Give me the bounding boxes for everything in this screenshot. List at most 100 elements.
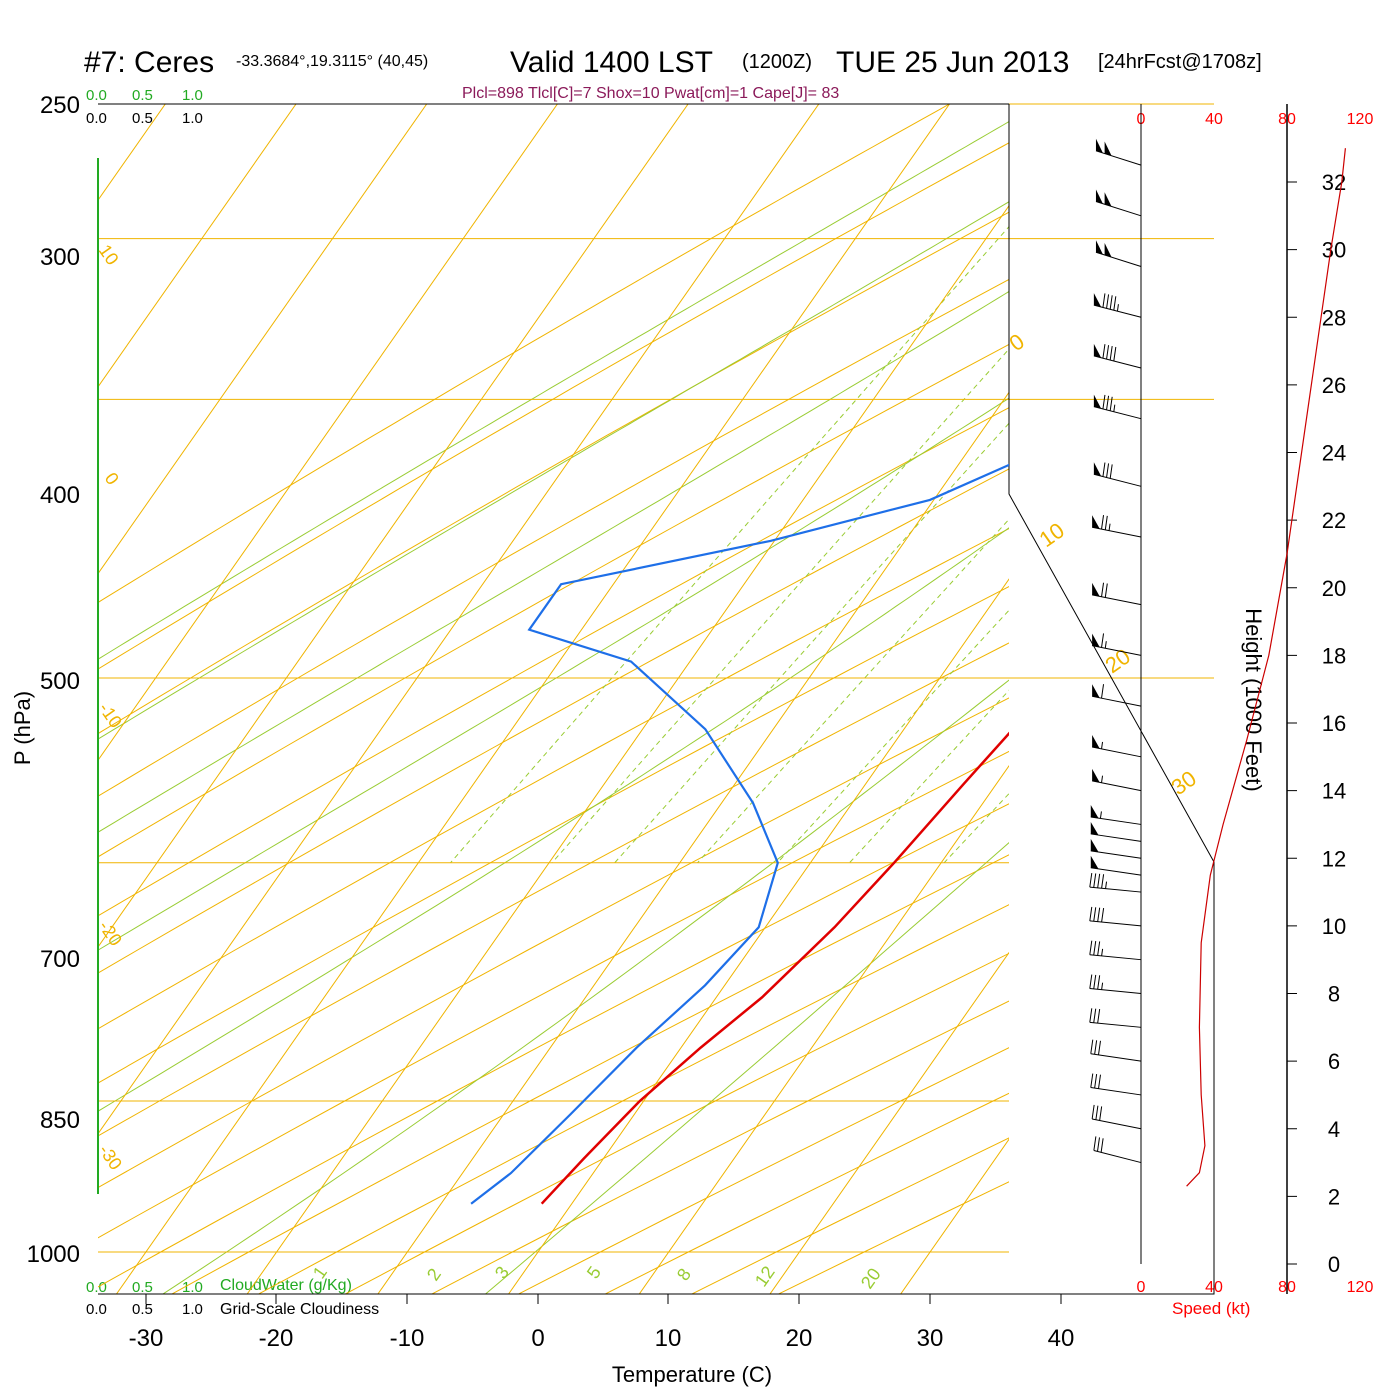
pressure-tick: 700 (40, 946, 80, 973)
wind-barb-feather (1093, 974, 1097, 989)
wind-barb (1093, 343, 1142, 369)
temp-tick: 20 (786, 1325, 813, 1352)
cloudiness-tick: 0.5 (132, 110, 153, 127)
forecast-label: [24hrFcst@1708z] (1098, 51, 1262, 73)
wind-barb (1090, 821, 1142, 842)
speed-tick: 120 (1347, 1279, 1374, 1296)
isotherm-line (98, 104, 559, 762)
wind-barb-pennant (1090, 821, 1099, 836)
pressure-tick: 850 (40, 1107, 80, 1134)
isotherm-line (769, 951, 1009, 1294)
wind-barb-feather (1093, 941, 1097, 956)
dry-adiabat-line (98, 527, 1009, 1030)
temperature-ticks (145, 1294, 1062, 1304)
pressure-tick: 1000 (27, 1241, 80, 1268)
wind-barb-staff (1093, 473, 1142, 487)
wind-barb-staff (1092, 746, 1142, 758)
moist-adiabat-line (98, 397, 1009, 951)
wind-barb (1090, 1039, 1142, 1062)
wind-barb (1089, 1008, 1142, 1028)
wind-barb (1091, 1104, 1142, 1130)
wind-barb-feather (1093, 1136, 1097, 1151)
wind-barb (1092, 768, 1142, 792)
height-tick-label: 4 (1328, 1117, 1340, 1142)
temp-tick: -20 (259, 1325, 294, 1352)
wind-barb-half-feather (1101, 741, 1104, 749)
plot-frame (98, 103, 1215, 1295)
isotherm-line (900, 1138, 1009, 1294)
wind-barb-staff (1093, 1149, 1142, 1164)
speed-axis-top: 0 40 80 120 (1137, 111, 1374, 128)
wind-barb-pennant (1092, 735, 1100, 749)
wind-barb-feather (1097, 975, 1101, 990)
wind-barb-feather (1097, 1009, 1101, 1024)
isotherm-label: 30 (1167, 766, 1201, 801)
wind-barb-feather (1094, 1040, 1098, 1055)
height-tick-label: 20 (1322, 576, 1346, 601)
wind-barb (1092, 684, 1142, 707)
wind-barb-staff (1090, 1053, 1142, 1062)
valid-date: TUE 25 Jun 2013 (836, 46, 1069, 79)
mixing-ratio-label: 20 (857, 1264, 885, 1292)
mixing-ratio-line (450, 225, 1009, 864)
cloudwater-tick: 0.0 (86, 1279, 107, 1296)
pressure-tick: 250 (40, 92, 80, 119)
station-coords: -33.3684°,19.3115° (40,45) (236, 53, 428, 70)
cloudwater-tick: 0.0 (86, 87, 107, 104)
valid-time: Valid 1400 LST (510, 46, 713, 79)
wind-barb-feather (1089, 1008, 1093, 1023)
pressure-tick: 300 (40, 244, 80, 271)
wind-barb (1092, 582, 1142, 606)
wind-barb-pennant (1095, 240, 1103, 255)
wind-barb-half-feather (1101, 948, 1104, 956)
wind-barb-staff (1095, 251, 1142, 268)
wind-barb (1092, 735, 1142, 758)
wind-barb-pennant (1092, 582, 1100, 597)
wind-barb-pennant (1092, 633, 1100, 648)
height-tick-label: 14 (1322, 779, 1346, 804)
wind-barb (1089, 906, 1142, 927)
wind-barb-staff (1089, 988, 1142, 994)
dry-adiabats (98, 104, 1009, 1294)
parcel-line (1243, 164, 1400, 399)
wind-barb-feather (1104, 583, 1108, 598)
wind-barb (1093, 1136, 1142, 1164)
wind-barb-pennant (1093, 343, 1102, 358)
wind-barb (1092, 633, 1142, 656)
height-tick-label: 10 (1322, 914, 1346, 939)
wind-barb-feather (1097, 1137, 1100, 1152)
x-axis-title: Temperature (C) (612, 1362, 772, 1387)
dry-adiabat-line (98, 642, 1009, 1137)
cloudwater-label: CloudWater (g/Kg) (220, 1277, 352, 1294)
wind-barb-feather (1100, 1138, 1104, 1153)
wind-barb-half-feather (1099, 811, 1102, 819)
height-tick-label: 22 (1322, 508, 1346, 533)
speed-tick: 0 (1137, 1279, 1146, 1296)
height-tick-label: 12 (1322, 846, 1346, 871)
mixing-ratio-label: 8 (673, 1265, 695, 1285)
isotherm-line (638, 764, 1009, 1294)
wind-barb (1093, 394, 1142, 420)
wind-barb-feather (1093, 1008, 1097, 1023)
wind-barb (1095, 240, 1142, 268)
wind-speed-line (1186, 148, 1346, 1187)
pressure-tick: 500 (40, 668, 80, 695)
wind-barb-feather (1101, 515, 1105, 530)
wind-barb-staff (1089, 954, 1142, 961)
wind-barb-pennant (1104, 141, 1112, 156)
dry-adiabat-line (344, 952, 1009, 1294)
isobars (98, 103, 1214, 1253)
wind-barb-feather (1097, 941, 1101, 956)
temperature-tick-labels: -30 -20 -10 0 10 20 30 40 (129, 1325, 1075, 1352)
mixing-ratio-line (697, 518, 1009, 864)
wind-barb-half-feather (1104, 641, 1107, 649)
wind-barb-feather (1106, 345, 1110, 360)
isotherm-label: -30 (95, 1141, 126, 1174)
dry-adiabat-line (604, 1092, 1009, 1294)
wind-barb-staff (1093, 406, 1142, 420)
pressure-tick: 400 (40, 482, 80, 509)
wind-barb-pennant (1093, 462, 1102, 477)
temp-tick: -30 (129, 1325, 164, 1352)
height-tick-label: 30 (1322, 238, 1346, 263)
mixing-ratio-line (614, 422, 1009, 864)
